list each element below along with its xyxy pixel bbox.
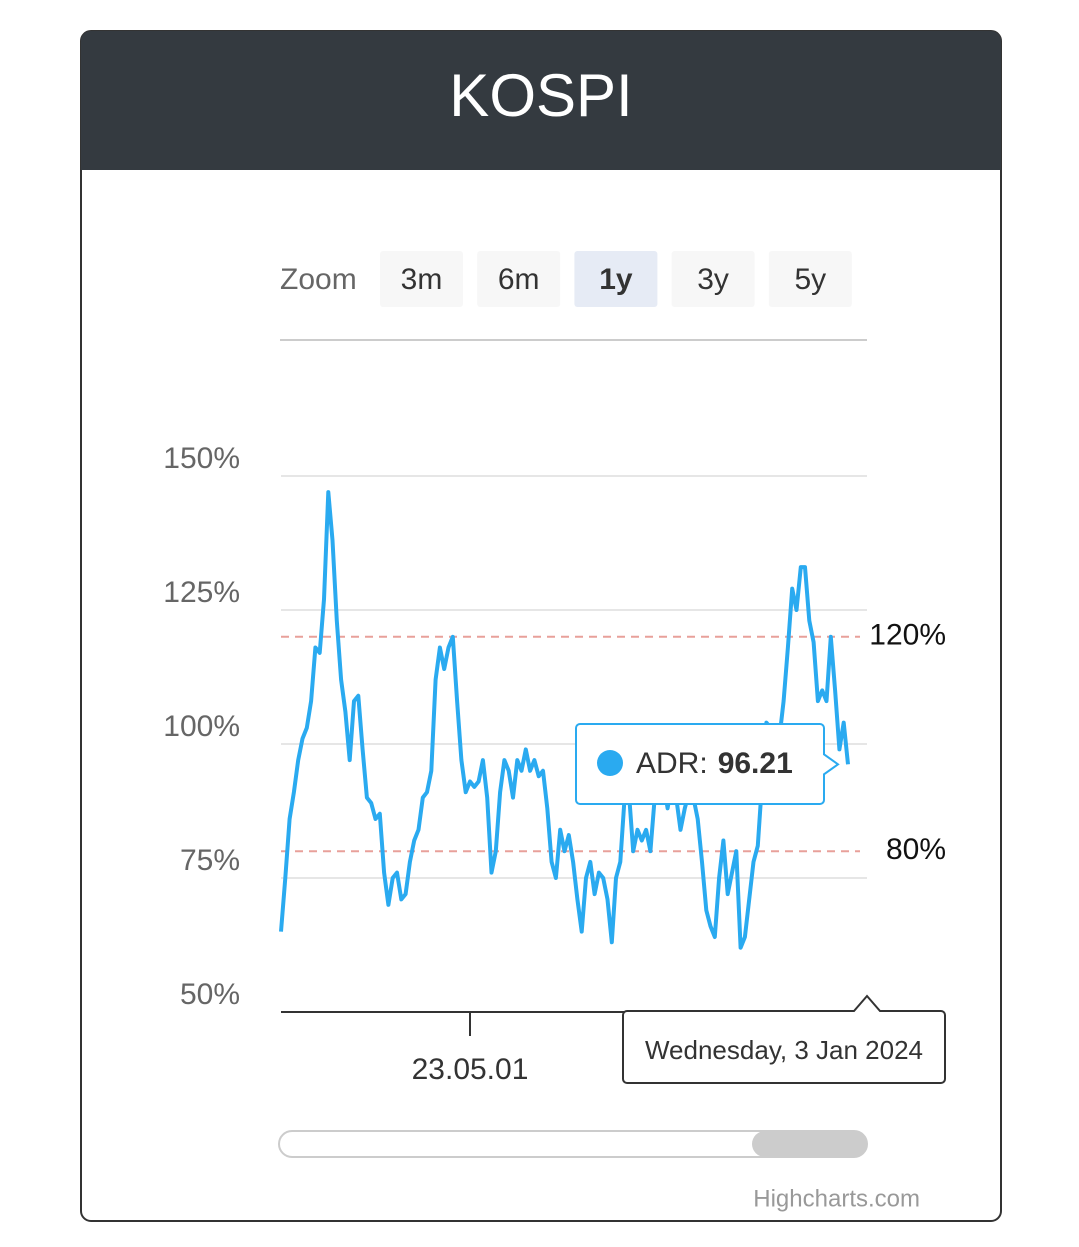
y-tick-label: 125% [163, 576, 240, 609]
zoom-button-label[interactable]: 1y [599, 263, 633, 296]
y-tick-label: 50% [180, 978, 240, 1011]
plot-line-label: 80% [886, 833, 946, 866]
zoom-button-bg[interactable] [671, 251, 755, 307]
zoom-button[interactable]: 5y [768, 251, 852, 307]
tooltip-value: 96.21 [718, 747, 793, 780]
x-tick-label: 23.05.01 [412, 1053, 529, 1086]
y-tick-label: 150% [163, 442, 240, 475]
credits[interactable]: Highcharts.com [753, 1185, 920, 1212]
date-tooltip-text: Wednesday, 3 Jan 2024 [645, 1035, 923, 1065]
zoom-label: Zoom [280, 263, 357, 296]
tooltip-text: ADR: 96.21 [636, 747, 793, 780]
zoom-button-bg[interactable] [574, 251, 658, 307]
zoom-button[interactable]: 3y [671, 251, 755, 307]
plot-line-label: 120% [869, 619, 946, 652]
series-line [279, 490, 850, 950]
chart-title: KOSPI [449, 62, 632, 129]
zoom-button-label[interactable]: 6m [498, 263, 540, 296]
y-tick-label: 75% [180, 844, 240, 877]
zoom-button-label[interactable]: 3y [697, 263, 729, 296]
date-tooltip-box [622, 994, 946, 1084]
zoom-button-bg[interactable] [380, 251, 463, 307]
zoom-button[interactable]: 1y [574, 251, 658, 307]
zoom-button-label[interactable]: 3m [401, 263, 443, 296]
plot [279, 490, 850, 950]
header [81, 31, 1001, 170]
zoom-button[interactable]: 6m [477, 251, 561, 307]
zoom-button-bg[interactable] [477, 251, 561, 307]
tooltip-label: ADR: [636, 747, 708, 780]
zoom-button-bg[interactable] [768, 251, 852, 307]
y-tick-label: 100% [163, 710, 240, 743]
scrollbar-thumb[interactable] [752, 1131, 867, 1157]
tooltip-marker [597, 750, 623, 776]
zoom-button-label[interactable]: 5y [794, 263, 826, 296]
tooltip-box [575, 723, 840, 805]
zoom-button[interactable]: 3m [380, 251, 463, 307]
